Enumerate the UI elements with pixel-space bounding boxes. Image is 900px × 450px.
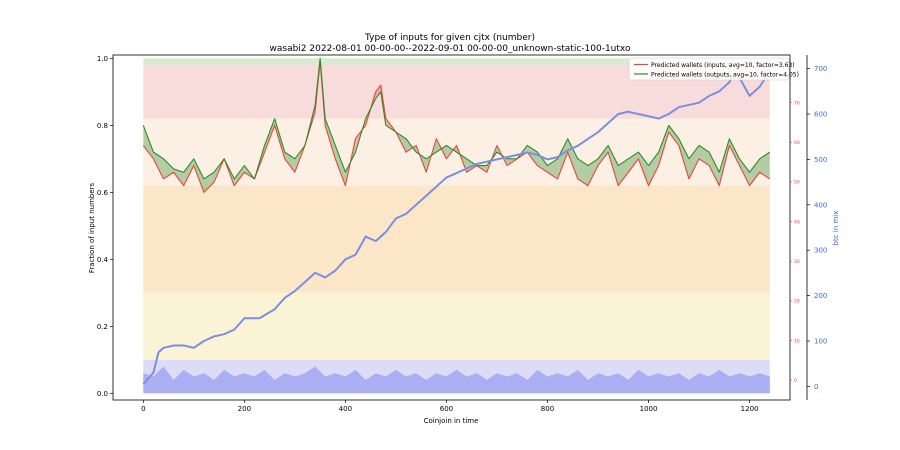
y-axis-right-btc: 0 100 200 300 400 500 600 700 — [806, 55, 827, 400]
x-axis-label: Coinjoin in time — [424, 417, 479, 425]
y3-tick-label: 70 — [794, 100, 800, 106]
y3-tick-label: 10 — [794, 338, 800, 344]
x-tick-label: 1000 — [640, 405, 658, 413]
y2-axis-label: btc in mix — [832, 211, 840, 246]
fill-segment-12 — [264, 118, 275, 153]
fill-segment-46 — [587, 158, 599, 186]
fill-segment-9 — [234, 165, 245, 186]
volume-layer — [143, 366, 770, 394]
y2-tick-label: 100 — [814, 337, 827, 345]
fill-segment-61 — [739, 158, 750, 186]
x-axis: 0 200 400 600 800 1000 1200 — [141, 400, 758, 413]
y-tick-label: 0.0 — [97, 390, 108, 398]
fill-segment-1 — [153, 152, 164, 179]
legend: Predicted wallets (inputs, avg=10, facto… — [628, 57, 799, 81]
band-1 — [143, 292, 770, 360]
y2-tick-label: 0 — [814, 383, 818, 391]
y-axis-right-inner: 0 10 20 30 40 50 60 70 — [790, 100, 800, 384]
fill-segment-52 — [648, 152, 659, 186]
fill-segment-58 — [709, 152, 720, 186]
x-tick-label: 400 — [339, 405, 352, 413]
fill-segment-5 — [193, 158, 204, 193]
fill-segment-62 — [749, 158, 760, 186]
y2-tick-label: 400 — [814, 201, 827, 209]
chart-title: Type of inputs for given cjtx (number) — [364, 33, 535, 43]
fill-segment-20 — [335, 145, 346, 186]
fill-segment-51 — [638, 152, 649, 186]
fill-segment-0 — [143, 125, 154, 159]
fill-segment-54 — [668, 125, 679, 146]
band-5 — [143, 58, 770, 66]
fill-segment-60 — [729, 138, 740, 166]
y-axis-label: Fraction of input numbers — [88, 182, 96, 273]
plot-frame — [112, 54, 791, 401]
series-lines — [142, 57, 771, 385]
fill-segment-56 — [688, 145, 700, 179]
fill-segment-49 — [618, 158, 629, 186]
y2-tick-label: 600 — [814, 111, 827, 119]
fill-segment-4 — [183, 158, 194, 186]
y3-tick-label: 40 — [794, 219, 800, 225]
x-tick-label: 600 — [440, 405, 453, 413]
series-line-outputs — [142, 57, 771, 180]
y3-tick-label: 20 — [794, 299, 800, 305]
y-axis-left: 0.0 0.2 0.4 0.6 0.8 1.0 — [97, 55, 113, 398]
series-line-inputs — [142, 61, 771, 193]
legend-label-inputs: Predicted wallets (inputs, avg=10, facto… — [651, 62, 795, 69]
x-tick-label: 0 — [141, 405, 145, 413]
y3-tick-label: 30 — [794, 259, 800, 265]
x-tick-label: 800 — [541, 405, 554, 413]
legend-label-outputs: Predicted wallets (outputs, avg=10, fact… — [651, 72, 799, 79]
y-tick-label: 1.0 — [97, 55, 108, 63]
y2-tick-label: 200 — [814, 292, 827, 300]
y3-tick-label: 0 — [794, 378, 797, 384]
background-bands — [143, 58, 770, 394]
y-tick-label: 0.6 — [97, 189, 109, 197]
fill-segment-63 — [759, 152, 770, 179]
series-line-btc-in-mix — [142, 70, 771, 385]
volume-area — [143, 366, 770, 394]
band-2 — [143, 185, 770, 293]
y-tick-label: 0.8 — [97, 122, 108, 130]
y-tick-label: 0.2 — [97, 323, 108, 331]
y2-tick-label: 500 — [814, 156, 827, 164]
x-tick-label: 1200 — [741, 405, 759, 413]
x-tick-label: 200 — [238, 405, 251, 413]
y2-tick-label: 700 — [814, 65, 827, 73]
y3-tick-label: 50 — [794, 180, 800, 186]
fill-segment-47 — [598, 145, 609, 166]
y3-tick-label: 60 — [794, 140, 800, 146]
fill-segment-24 — [375, 85, 381, 99]
y2-tick-label: 300 — [814, 247, 827, 255]
fill-segment-45 — [577, 158, 588, 186]
chart-subtitle: wasabi2 2022-08-01 00-00-00--2022-09-01 … — [270, 44, 631, 54]
fill-segment-43 — [557, 138, 568, 179]
legend-box — [628, 57, 790, 81]
y-tick-label: 0.4 — [97, 256, 109, 264]
